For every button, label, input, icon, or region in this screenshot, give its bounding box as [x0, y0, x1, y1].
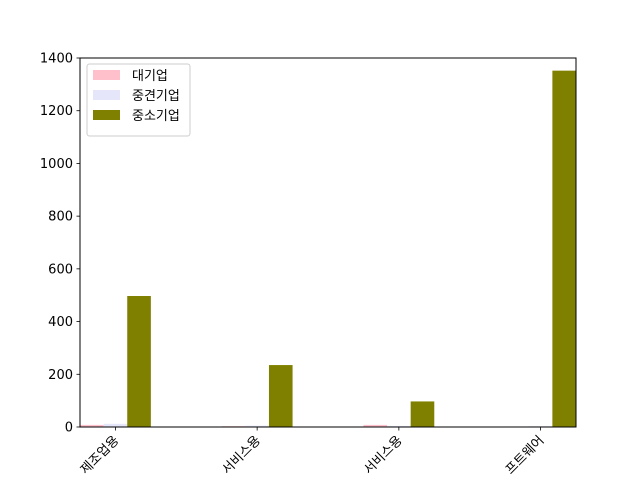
bar	[127, 296, 151, 427]
legend-label: 대기업	[132, 69, 168, 84]
bars-layer	[80, 70, 576, 427]
x-tick-label: 서비스용	[361, 433, 405, 477]
x-tick-label: 프트웨어	[503, 433, 547, 477]
legend-swatch	[93, 110, 120, 120]
y-tick-label: 0	[65, 421, 73, 436]
legend-swatch	[93, 90, 120, 100]
legend-swatch	[93, 70, 120, 80]
bar	[552, 70, 576, 427]
y-tick-label: 1000	[40, 157, 73, 172]
y-tick-label: 1200	[40, 104, 73, 119]
bar	[387, 425, 411, 427]
y-tick-label: 600	[48, 262, 73, 277]
legend-label: 중소기업	[132, 109, 180, 124]
y-axis: 0 200 400 600 800 1000 1200 1400	[40, 52, 80, 436]
y-tick-label: 200	[48, 368, 73, 383]
bar	[245, 425, 269, 427]
x-tick-label: 제조업용	[78, 433, 122, 477]
y-tick-label: 1400	[40, 52, 73, 67]
y-tick-label: 400	[48, 315, 73, 330]
plot-frame	[79, 57, 577, 428]
bar	[103, 423, 128, 427]
bar	[268, 365, 293, 427]
y-tick-label: 800	[48, 210, 73, 225]
bar	[363, 424, 388, 427]
x-tick-label: 서비스용	[220, 433, 264, 477]
legend-label: 중견기업	[132, 89, 180, 104]
x-axis: 제조업용 서비스용 서비스용 프트웨어	[78, 427, 547, 478]
bar	[80, 424, 104, 427]
bar	[410, 401, 435, 427]
